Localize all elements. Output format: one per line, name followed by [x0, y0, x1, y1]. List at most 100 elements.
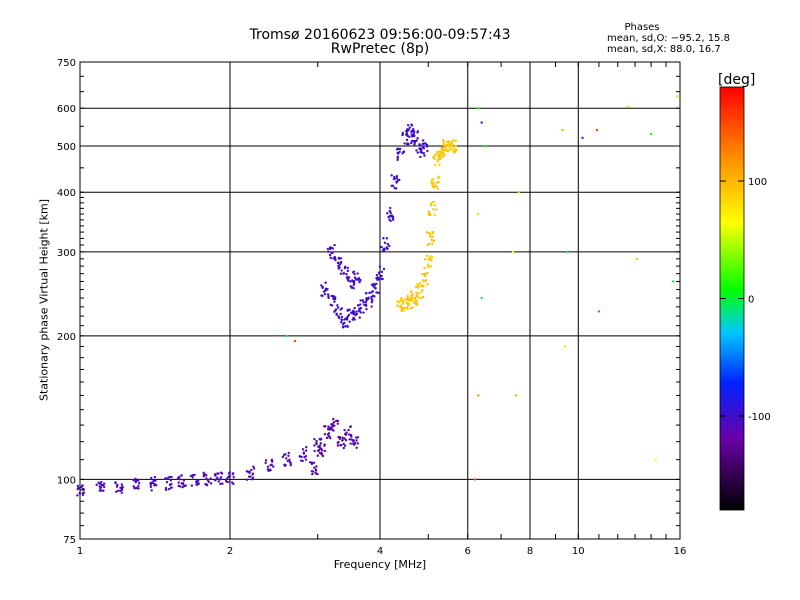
data-point: [377, 272, 381, 275]
data-point: [427, 210, 430, 213]
data-point: [103, 482, 106, 485]
data-point: [247, 475, 251, 478]
data-point: [383, 247, 386, 250]
data-point: [432, 200, 435, 204]
data-point: [202, 471, 205, 474]
data-point: [303, 456, 306, 459]
data-point: [415, 149, 418, 152]
data-point: [445, 140, 449, 144]
data-point: [137, 481, 141, 485]
data-point: [402, 299, 405, 302]
data-point: [299, 459, 303, 462]
data-point: [364, 304, 368, 308]
data-point: [333, 300, 336, 303]
data-point: [347, 313, 351, 317]
data-point: [423, 272, 427, 275]
data-point: [351, 279, 354, 282]
data-point: [293, 339, 297, 343]
data-point: [313, 466, 316, 469]
data-point: [209, 477, 212, 480]
data-point: [332, 429, 335, 432]
data-point: [316, 449, 320, 452]
data-point: [370, 283, 374, 286]
data-point: [433, 163, 437, 167]
data-point: [149, 483, 153, 486]
y-tick-label: 400: [57, 188, 76, 199]
data-point: [202, 473, 206, 477]
data-point: [252, 467, 256, 470]
data-point: [132, 479, 135, 482]
data-point: [218, 478, 222, 481]
data-point: [426, 283, 429, 286]
data-point: [337, 440, 340, 444]
data-point: [340, 315, 344, 319]
data-point: [314, 468, 318, 471]
data-point: [426, 265, 430, 269]
data-point: [517, 191, 521, 194]
data-point: [346, 275, 349, 279]
data-point: [321, 454, 325, 458]
data-point: [394, 187, 398, 190]
data-point: [415, 302, 419, 305]
data-point: [395, 181, 398, 184]
data-point: [372, 285, 376, 288]
data-point: [316, 472, 319, 476]
data-point: [352, 271, 355, 274]
data-point: [420, 296, 423, 300]
data-point: [418, 281, 422, 285]
data-point: [339, 272, 343, 275]
data-point: [410, 139, 414, 143]
data-point: [425, 254, 429, 258]
data-point: [428, 242, 431, 246]
data-point: [329, 303, 332, 307]
data-point: [349, 425, 352, 429]
data-point: [95, 483, 98, 487]
data-point: [327, 250, 330, 253]
data-point: [289, 462, 292, 465]
data-point: [449, 143, 453, 147]
data-point: [511, 250, 515, 254]
data-point: [390, 174, 393, 177]
data-point: [176, 476, 180, 480]
x-axis-label: Frequency [MHz]: [333, 558, 427, 571]
data-point: [164, 477, 167, 480]
data-point: [398, 305, 401, 308]
data-point: [76, 484, 80, 488]
data-point: [310, 470, 314, 473]
data-point: [102, 489, 105, 492]
data-point: [324, 281, 327, 284]
data-point: [209, 482, 213, 485]
data-point: [81, 484, 84, 487]
data-point: [382, 237, 385, 240]
data-point: [425, 145, 429, 148]
data-point: [448, 146, 452, 149]
data-point: [190, 484, 194, 487]
data-point: [184, 484, 187, 487]
data-point: [270, 459, 273, 462]
data-point: [412, 129, 415, 133]
data-point: [385, 237, 389, 240]
data-point: [416, 137, 419, 140]
data-point: [417, 292, 420, 295]
data-point: [358, 280, 361, 284]
data-point: [287, 454, 290, 458]
data-point: [423, 142, 427, 145]
data-point: [305, 446, 308, 449]
data-point: [153, 484, 156, 487]
data-point: [339, 257, 343, 260]
data-point: [563, 345, 567, 348]
data-point: [170, 482, 173, 486]
y-tick-label: 200: [57, 332, 76, 343]
data-point: [251, 476, 255, 479]
data-point: [347, 428, 350, 432]
data-point: [320, 284, 323, 287]
data-point: [153, 475, 157, 479]
data-point: [285, 334, 288, 338]
data-point: [367, 296, 370, 299]
data-point: [431, 185, 434, 188]
data-point: [245, 470, 249, 473]
data-point: [286, 459, 290, 463]
data-point: [343, 321, 346, 325]
data-point: [266, 465, 270, 468]
phases-title: Phases: [624, 22, 660, 33]
